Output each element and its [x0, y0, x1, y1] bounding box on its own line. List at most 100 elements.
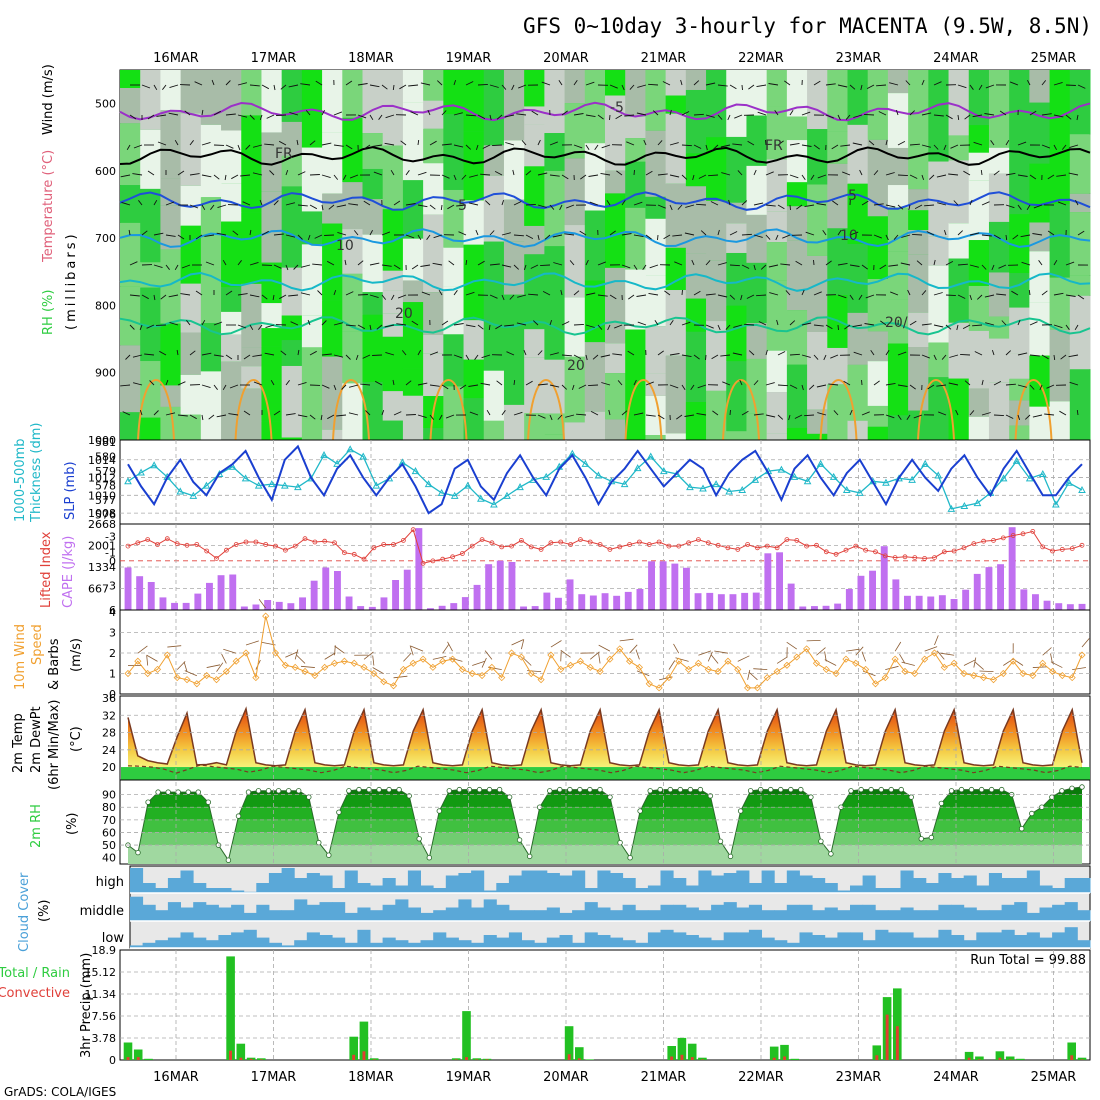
- cloud-middle-cell: [546, 907, 560, 921]
- rh-shade-cell: [322, 70, 343, 133]
- upper-wind-barb: [721, 172, 731, 176]
- wind-speed-point: [508, 649, 516, 657]
- cloud-high-cell: [748, 883, 762, 893]
- thickness-point: [751, 475, 760, 483]
- rh-shade-cell: [423, 353, 444, 397]
- wind-tick-label: 4: [109, 606, 116, 619]
- precip-convective-bar: [998, 1057, 1002, 1060]
- cloud-middle-cell: [142, 904, 156, 921]
- upper-wind-barb: [417, 171, 427, 176]
- upper-wind-barb: [537, 414, 546, 419]
- rh-shade-cell: [645, 130, 667, 197]
- rh2m-point: [336, 809, 342, 815]
- rh-shade-cell: [645, 275, 667, 327]
- upper-wind-barb: [405, 380, 412, 386]
- upper-wind-barb: [297, 204, 308, 207]
- lifted-index-point: [430, 558, 436, 564]
- upper-wind-barb: [397, 294, 407, 299]
- cape-bar: [776, 552, 783, 610]
- cloud-middle-cell: [319, 902, 333, 921]
- upper-wind-barb: [1017, 319, 1021, 326]
- upper-wind-barb: [981, 234, 992, 237]
- precip-total-bar: [349, 1036, 358, 1060]
- thickness-tick-label: 581: [95, 436, 116, 449]
- upper-wind-barb: [788, 414, 791, 421]
- rh-shade-cell: [948, 258, 970, 323]
- precip-total-bar: [144, 1058, 153, 1060]
- upper-wind-barb: [747, 140, 755, 146]
- upper-wind-barb: [849, 409, 853, 416]
- wind-barb: [698, 650, 712, 656]
- precip-total-bar: [790, 1058, 800, 1060]
- wind-speed-point: [399, 665, 407, 673]
- cloud-middle-cell: [471, 907, 485, 921]
- upper-wind-barb: [465, 259, 468, 266]
- upper-wind-barb: [165, 264, 170, 270]
- upper-wind-barb: [300, 264, 311, 268]
- rh2m-point: [527, 853, 533, 860]
- lifted-index-point: [774, 545, 780, 551]
- upper-wind-barb: [565, 414, 575, 418]
- rh-shade-cell: [564, 422, 586, 440]
- wind-speed-point: [675, 657, 683, 665]
- cloud-high-cell: [1001, 878, 1015, 893]
- cloud-middle-cell: [736, 907, 750, 921]
- rh-shade-cell: [665, 355, 687, 434]
- wind-speed-point: [301, 667, 309, 676]
- upper-wind-barb: [477, 324, 484, 330]
- cape-bar: [380, 597, 388, 610]
- upper-wind-barb: [405, 170, 410, 176]
- upper-wind-barb: [139, 409, 143, 416]
- rh-shade-cell: [988, 147, 1010, 174]
- upper-wind-barb: [725, 324, 731, 330]
- cape-bar: [531, 606, 539, 610]
- upper-wind-barb: [768, 264, 779, 268]
- slp-tick-label: 1014: [88, 454, 116, 467]
- upper-wind-barb: [921, 79, 925, 86]
- upper-wind-barb: [769, 292, 779, 296]
- upper-wind-barb: [844, 324, 851, 330]
- rh-shade-cell: [423, 100, 444, 129]
- upper-wind-barb: [448, 260, 455, 266]
- upper-wind-barb: [120, 384, 131, 387]
- upper-wind-barb: [978, 84, 983, 91]
- contour-label: FR: [765, 138, 783, 154]
- precip-total-bar: [780, 1044, 789, 1060]
- upper-wind-barb: [588, 384, 599, 387]
- upper-wind-barb: [357, 260, 364, 266]
- upper-wind-barb: [805, 231, 815, 236]
- slp-axis-label: SLP (mb): [63, 461, 78, 520]
- rh-shade-cell: [887, 343, 909, 416]
- upper-wind-barb: [926, 231, 935, 236]
- cloud-high-cell: [837, 890, 851, 893]
- upper-wind-barb: [517, 294, 527, 298]
- lifted-index-point: [558, 539, 564, 545]
- upper-wind-barb: [128, 229, 131, 236]
- rh-shade-cell: [928, 342, 950, 378]
- upper-wind-barb: [537, 204, 547, 208]
- upper-wind-barb: [465, 354, 470, 361]
- wind-speed-point: [842, 655, 850, 663]
- upper-wind-barb: [411, 264, 419, 270]
- upper-wind-barb: [1077, 84, 1086, 89]
- upper-wind-barb: [963, 170, 971, 176]
- rh-shade-cell: [402, 238, 424, 281]
- rh-shade-cell: [483, 314, 505, 371]
- lifted-index-point: [322, 538, 328, 544]
- lifted-index-point: [1059, 547, 1065, 552]
- cloud-low-cell: [887, 932, 901, 948]
- cloud-middle-cell: [407, 907, 421, 921]
- upper-wind-barb: [204, 234, 215, 237]
- upper-wind-barb: [309, 204, 318, 210]
- rh-shade-cell: [382, 145, 404, 210]
- upper-wind-barb: [633, 412, 644, 416]
- rh2m-point: [1079, 784, 1085, 790]
- upper-wind-barb: [746, 294, 755, 299]
- upper-wind-barb: [333, 384, 337, 391]
- temp-label-2: 2m DewPt: [29, 706, 44, 773]
- upper-wind-barb: [601, 382, 611, 386]
- upper-wind-barb: [390, 169, 395, 176]
- thickness-point: [267, 480, 276, 488]
- rh-shade-cell: [301, 347, 323, 419]
- upper-wind-barb: [273, 200, 279, 206]
